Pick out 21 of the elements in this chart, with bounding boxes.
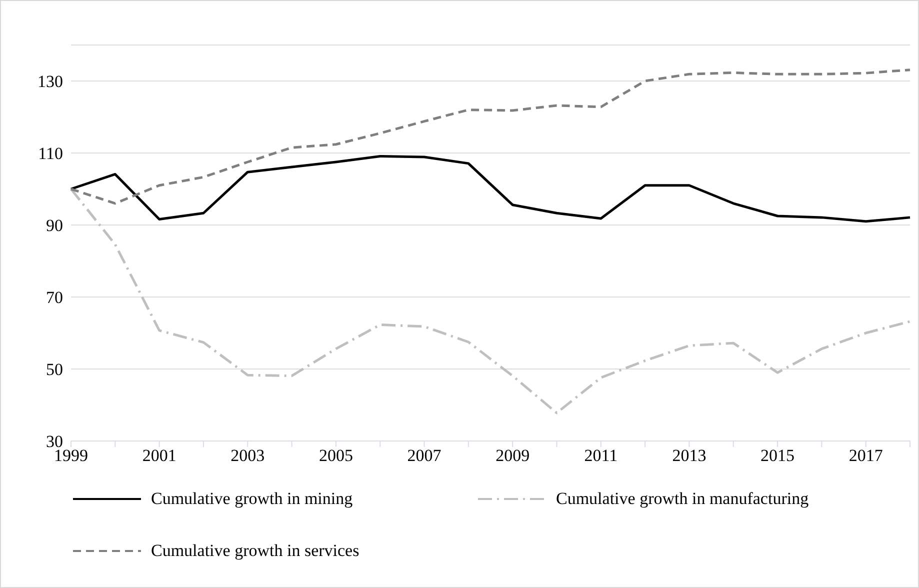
x-tick-label: 2001 xyxy=(142,446,176,466)
line-series xyxy=(70,68,912,205)
y-tick-label: 50 xyxy=(46,360,63,380)
x-tick-label: 1999 xyxy=(54,446,88,466)
x-tick-label: 2015 xyxy=(760,446,795,466)
x-tick-label: 2003 xyxy=(230,446,265,466)
y-tick-label: 130 xyxy=(38,72,63,92)
legend-label: Cumulative growth in manufacturing xyxy=(556,489,809,509)
legend-label: Cumulative growth in mining xyxy=(151,489,353,509)
line-series xyxy=(70,188,912,414)
x-tick-label: 2009 xyxy=(496,446,530,466)
line-series xyxy=(70,154,912,223)
x-tick-label: 2013 xyxy=(672,446,706,466)
legend-label: Cumulative growth in services xyxy=(151,541,360,561)
y-tick-label: 70 xyxy=(46,288,63,308)
x-tick-label: 2007 xyxy=(407,446,442,466)
x-tick-label: 2005 xyxy=(318,446,353,466)
x-tick-label: 2011 xyxy=(584,446,618,466)
y-tick-label: 90 xyxy=(46,216,63,236)
x-tick-label: 2017 xyxy=(848,446,884,466)
y-tick-label: 110 xyxy=(38,144,63,164)
